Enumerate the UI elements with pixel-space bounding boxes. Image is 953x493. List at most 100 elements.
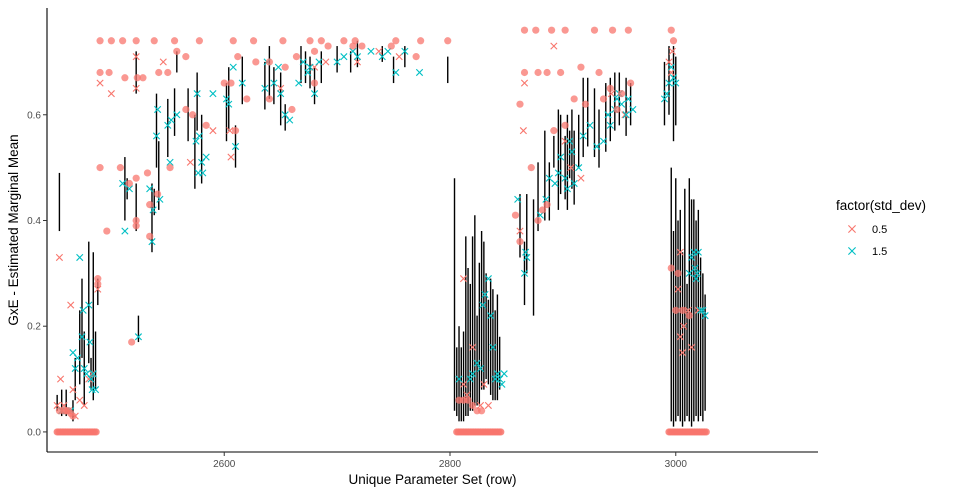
x-marker-stroke (80, 364, 88, 373)
data-point-x (261, 84, 269, 92)
data-point-circle (624, 26, 632, 34)
data-point-x (86, 338, 94, 346)
data-point-circle (497, 428, 505, 436)
data-point-x (563, 185, 571, 193)
data-point-circle (182, 105, 190, 114)
data-point-x (202, 153, 210, 161)
data-point-x (152, 132, 161, 140)
x-marker-stroke (277, 84, 285, 92)
data-point-circle (617, 90, 626, 98)
x-marker-stroke (557, 153, 565, 161)
data-point-circle (132, 174, 140, 182)
data-point-circle (317, 37, 325, 45)
x-marker-stroke (667, 68, 675, 77)
data-point-x (520, 269, 529, 277)
data-point-circle (170, 37, 179, 45)
data-point-x (209, 90, 217, 98)
data-point-circle (96, 68, 104, 77)
x-marker-stroke (685, 269, 693, 277)
data-point-x (479, 301, 487, 309)
x-marker-stroke (152, 132, 161, 140)
data-point-x (134, 333, 143, 341)
data-point-circle (606, 84, 614, 92)
data-point-x (87, 375, 95, 383)
data-point-x (73, 354, 82, 362)
data-point-x (520, 79, 529, 87)
x-marker-stroke (89, 370, 97, 378)
x-marker-stroke (60, 401, 68, 410)
data-point-x (85, 301, 93, 309)
x-marker-stroke (186, 158, 194, 166)
x-marker-stroke (694, 248, 702, 256)
data-point-circle (105, 68, 113, 77)
data-point-x (167, 116, 175, 124)
x-marker-stroke (80, 401, 88, 410)
data-point-x (231, 142, 240, 151)
x-tick-label: 2600 (213, 459, 236, 470)
data-point-x (476, 364, 485, 373)
points-layer (53, 26, 710, 436)
x-marker-stroke (76, 253, 84, 262)
data-point-circle (96, 37, 104, 45)
x-marker-stroke (202, 153, 210, 161)
data-point-circle (412, 53, 420, 61)
data-point-x (669, 74, 678, 82)
data-point-x (676, 333, 684, 341)
x-marker-stroke (132, 53, 140, 61)
data-point-circle (520, 26, 529, 34)
x-marker-stroke (567, 164, 575, 172)
data-point-circle (229, 37, 237, 45)
data-point-x (567, 164, 575, 172)
data-point-circle (132, 216, 140, 225)
x-marker-stroke (286, 116, 294, 124)
data-point-circle (69, 412, 77, 420)
data-point-x (299, 58, 307, 66)
data-point-x (96, 79, 104, 87)
data-point-x (701, 312, 709, 320)
x-marker-stroke (340, 53, 348, 61)
data-point-x (227, 153, 235, 161)
x-marker-stroke (173, 111, 181, 119)
x-marker-stroke (468, 370, 477, 378)
data-point-circle (173, 47, 181, 55)
data-point-x (678, 349, 687, 357)
x-marker-stroke (606, 121, 614, 129)
data-point-circle (511, 211, 520, 219)
x-marker-stroke (392, 68, 400, 77)
x-marker-stroke (146, 185, 154, 193)
data-point-x (238, 79, 246, 87)
data-point-circle (358, 42, 366, 50)
data-point-circle (340, 37, 348, 45)
data-point-circle (227, 79, 235, 87)
data-point-circle (103, 227, 111, 235)
x-marker-stroke (277, 90, 285, 98)
x-marker-stroke (629, 105, 637, 114)
x-marker-stroke (231, 142, 240, 151)
data-point-circle (182, 53, 190, 61)
x-marker-stroke (367, 47, 375, 55)
data-point-x (691, 264, 699, 272)
data-point-circle (685, 312, 693, 320)
data-point-circle (534, 68, 542, 77)
x-marker-stroke (599, 137, 608, 145)
data-point-circle (595, 68, 603, 77)
data-point-circle (94, 280, 102, 288)
data-point-circle (195, 37, 203, 45)
data-point-x (88, 370, 96, 378)
data-point-circle (532, 26, 540, 34)
data-point-circle (561, 121, 569, 129)
x-marker-stroke (69, 386, 77, 394)
data-point-x (94, 285, 102, 293)
x-marker-stroke (107, 90, 115, 98)
data-point-x (226, 127, 234, 135)
x-marker-stroke (76, 396, 84, 404)
data-point-circle (674, 269, 682, 277)
data-point-x (551, 179, 559, 188)
x-marker-stroke (79, 306, 87, 314)
data-point-x (395, 53, 403, 61)
data-point-circle (702, 428, 710, 436)
legend-key-1.5 (848, 247, 856, 255)
x-marker-stroke (660, 95, 669, 103)
x-marker-stroke (487, 312, 495, 320)
